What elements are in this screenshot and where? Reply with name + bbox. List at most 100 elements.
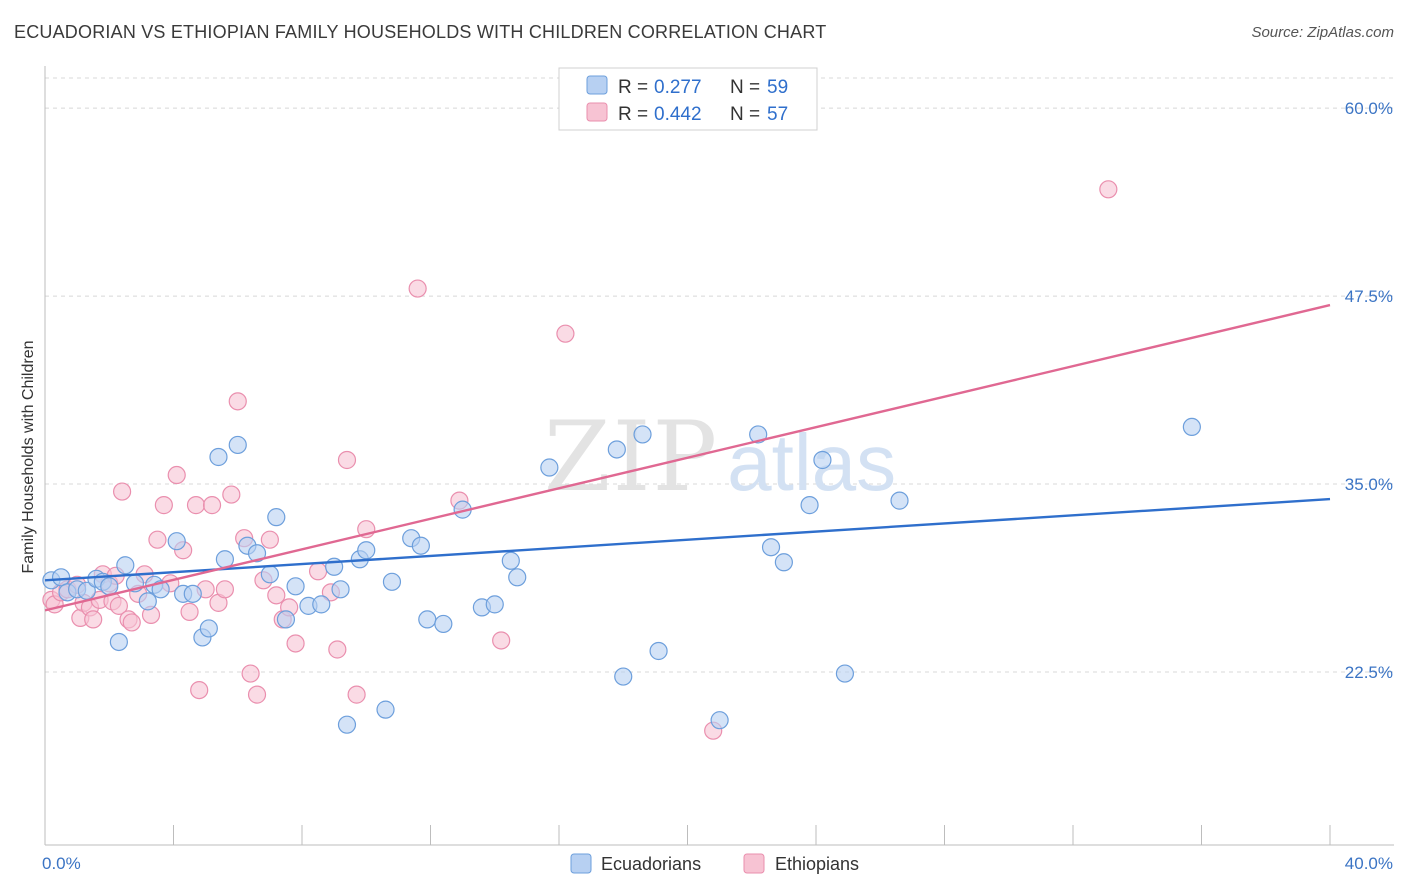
ecuadorian-point <box>1182 417 1201 437</box>
grid-lines <box>45 77 1394 673</box>
y-tick-label: 22.5% <box>1345 663 1393 682</box>
ethiopian-point <box>167 465 186 485</box>
x-tick-label-max: 40.0% <box>1345 854 1393 873</box>
series-legend: Ecuadorians Ethiopians <box>570 853 859 874</box>
legend-n-label-ecuadorians: N = <box>730 77 760 98</box>
ecuadorian-point <box>116 556 135 575</box>
ecuadorian-point <box>51 568 71 587</box>
ecuadorian-point <box>649 641 668 661</box>
legend-r-label-ethiopians: R = <box>618 104 648 125</box>
ecuadorian-point <box>614 667 633 686</box>
ecuadorian-point <box>312 595 331 614</box>
ethiopian-point <box>148 530 167 549</box>
ecuadorian-point <box>835 664 855 683</box>
ecuadorian-point <box>183 584 202 603</box>
ecuadorian-point <box>434 614 453 634</box>
ecuadorian-point <box>286 577 305 596</box>
legend-r-label-ecuadorians: R = <box>618 77 648 98</box>
ethiopian-point <box>1099 180 1118 199</box>
ethiopian-point <box>241 664 260 683</box>
ethiopian-point <box>408 279 427 298</box>
ecuadorian-point <box>331 580 350 599</box>
legend-r-value-ecuadorians: 0.277 <box>654 77 702 98</box>
bottom-legend-swatch-ethiopians <box>743 853 765 874</box>
ecuadorians-points <box>42 417 1201 734</box>
ecuadorian-point <box>199 619 218 638</box>
legend-swatch-ethiopians <box>586 102 608 122</box>
axes <box>44 66 1394 846</box>
bottom-legend-ethiopians: Ethiopians <box>775 854 859 874</box>
ecuadorian-point <box>382 572 402 591</box>
ethiopian-point <box>247 685 267 704</box>
ethiopian-point <box>347 685 366 704</box>
y-tick-label: 47.5% <box>1345 287 1393 306</box>
tick-labels: 22.5% 35.0% 47.5% 60.0% 0.0% 40.0% <box>42 99 1393 873</box>
ecuadorian-point <box>607 440 626 459</box>
ethiopian-point <box>154 496 173 515</box>
ecuadorian-point <box>501 551 520 570</box>
stats-legend: R = 0.277 N = 59 R = 0.442 N = 57 <box>558 67 818 131</box>
source-credit: Source: ZipAtlas.com <box>1251 24 1394 41</box>
ecuadorian-point <box>376 700 395 719</box>
ethiopian-point <box>328 640 347 659</box>
ethiopian-point <box>286 634 305 653</box>
ethiopian-point <box>122 613 141 632</box>
legend-n-value-ecuadorians: 59 <box>767 77 788 98</box>
ecuadorian-point <box>540 458 559 477</box>
ecuadorian-point <box>813 450 832 470</box>
ecuadorian-point <box>749 425 768 444</box>
ethiopian-point <box>190 680 209 700</box>
ethiopian-point <box>337 450 357 470</box>
bottom-legend-swatch-ecuadorians <box>570 853 592 874</box>
ecuadorian-point <box>167 532 186 551</box>
ethiopian-point <box>492 631 511 650</box>
ecuadorian-point <box>418 610 437 629</box>
ecuadorian-point <box>260 565 279 584</box>
ecuadorian-point <box>276 610 296 629</box>
ecuadorian-point <box>710 711 729 730</box>
chart-title: ECUADORIAN VS ETHIOPIAN FAMILY HOUSEHOLD… <box>14 22 827 42</box>
bottom-legend-ecuadorians: Ecuadorians <box>601 854 701 874</box>
legend-n-value-ethiopians: 57 <box>767 104 788 125</box>
ecuadorian-point <box>209 447 228 467</box>
trend-lines <box>44 303 1331 612</box>
ecuadorian-point <box>138 592 157 611</box>
ecuadorians-trend-line <box>44 497 1331 582</box>
legend-r-value-ethiopians: 0.442 <box>654 104 702 125</box>
x-tick-label-min: 0.0% <box>42 854 81 873</box>
ecuadorian-point <box>411 536 430 555</box>
ecuadorian-point <box>228 435 247 455</box>
ecuadorian-point <box>267 508 286 527</box>
ethiopians-trend-line <box>44 303 1331 612</box>
ecuadorian-point <box>109 632 128 652</box>
ecuadorian-point <box>357 541 376 560</box>
ecuadorian-point <box>337 715 357 734</box>
ethiopian-point <box>222 485 241 504</box>
y-tick-label: 35.0% <box>1345 475 1393 494</box>
ethiopian-point <box>228 392 247 411</box>
ecuadorian-point <box>508 568 527 587</box>
ethiopian-point <box>112 482 132 501</box>
ethiopian-point <box>308 562 328 581</box>
ethiopian-point <box>202 496 222 515</box>
ecuadorian-point <box>800 496 819 515</box>
ethiopian-point <box>260 530 279 549</box>
ethiopian-point <box>84 610 103 629</box>
ethiopian-point <box>215 580 234 599</box>
ecuadorian-point <box>774 553 793 572</box>
ecuadorian-point <box>247 544 267 563</box>
ethiopian-point <box>186 496 206 515</box>
ethiopian-point <box>267 586 286 605</box>
ecuadorian-point <box>485 595 504 614</box>
y-tick-label: 60.0% <box>1345 99 1393 118</box>
ethiopian-point <box>109 596 128 615</box>
ethiopian-point <box>180 602 199 621</box>
legend-n-label-ethiopians: N = <box>730 104 760 125</box>
ethiopian-point <box>556 324 575 343</box>
legend-swatch-ecuadorians <box>586 75 608 95</box>
ecuadorian-point <box>761 538 781 557</box>
ecuadorian-point <box>890 491 909 510</box>
ecuadorian-point <box>100 577 119 596</box>
y-axis-title: Family Households with Children <box>20 341 37 574</box>
